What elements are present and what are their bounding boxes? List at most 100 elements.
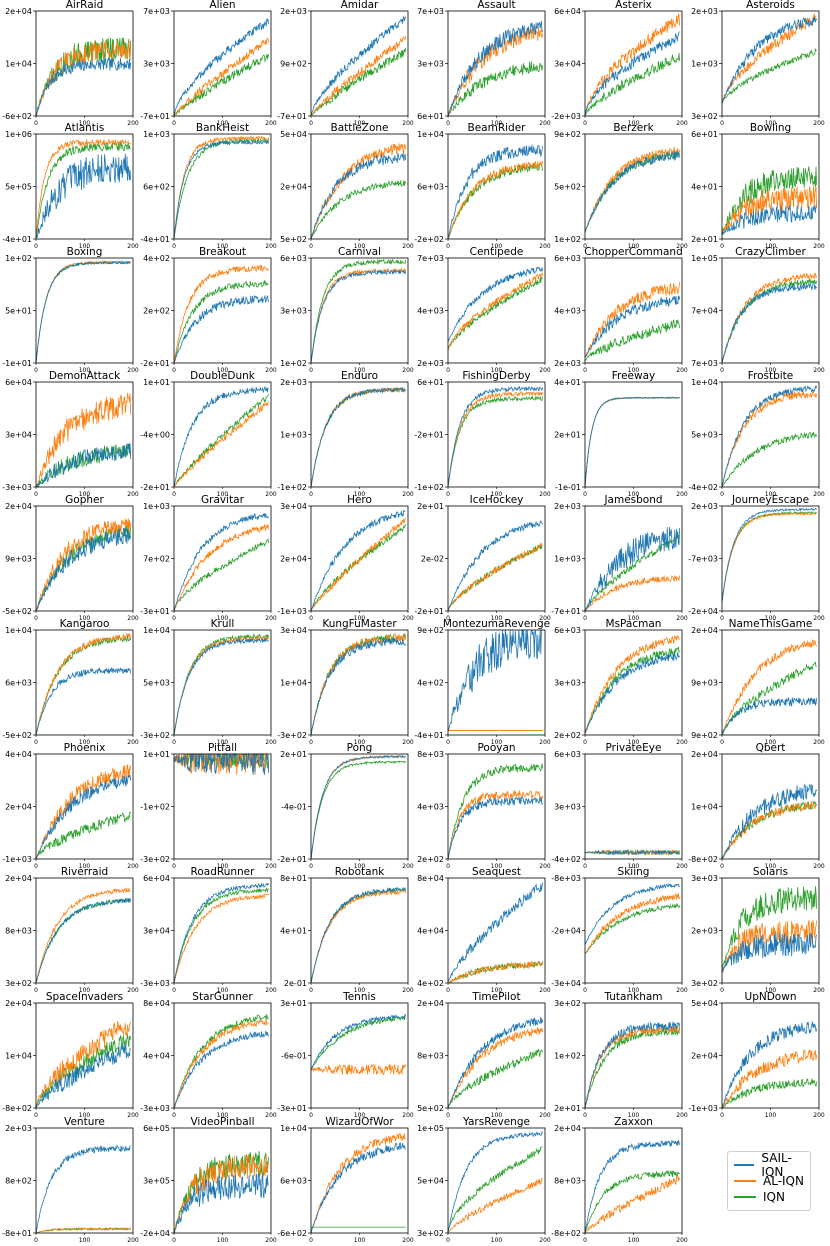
y-tick-label: -2e+01 [140, 483, 170, 492]
series-line-al [36, 392, 131, 487]
x-tick-label: 100 [79, 491, 91, 498]
x-tick-label: 100 [79, 987, 91, 994]
series-line-sail [310, 1013, 406, 1070]
y-tick-label: 2e+04 [280, 555, 307, 564]
legend-item-sail: SAIL-IQN [734, 1151, 810, 1179]
series-line-al [173, 1153, 269, 1234]
y-tick-label: -1e+02 [414, 483, 444, 492]
x-tick-label: 100 [491, 120, 503, 127]
series-line-iqn [447, 276, 543, 351]
series-line-al [310, 35, 406, 117]
x-tick-label: 200 [813, 491, 825, 498]
series-line-iqn [584, 396, 680, 488]
y-tick-label: 5e+02 [280, 235, 307, 244]
y-tick-label: 2e+01 [417, 502, 444, 511]
panel-title: Krull [211, 618, 235, 630]
series-line-al [173, 264, 269, 363]
x-tick-label: 0 [720, 615, 724, 622]
panel-title: Tennis [342, 991, 376, 1003]
series-line-sail [584, 849, 680, 856]
x-tick-label: 200 [676, 243, 688, 250]
x-tick-label: 0 [309, 243, 313, 250]
y-tick-label: 2e+03 [691, 502, 718, 511]
series-line-al [173, 893, 269, 983]
x-tick-label: 0 [446, 120, 450, 127]
panel-title: BankHeist [196, 122, 249, 134]
y-tick-label: -2e+04 [688, 607, 718, 616]
x-tick-label: 0 [720, 863, 724, 870]
x-tick-label: 100 [354, 615, 366, 622]
y-tick-label: 4e+02 [143, 254, 170, 263]
axes-frame [447, 1002, 546, 1109]
series-line-iqn [310, 760, 406, 859]
series-line-al [721, 639, 817, 736]
x-tick-label: 200 [676, 987, 688, 994]
y-tick-label: -3e+03 [2, 483, 32, 492]
y-tick-label: 5e+02 [554, 183, 581, 192]
y-tick-label: 6e+05 [143, 1124, 170, 1133]
panel-title: RoadRunner [191, 866, 256, 878]
x-tick-label: 0 [172, 367, 176, 374]
y-tick-label: 2e+04 [5, 999, 32, 1008]
y-tick-label: 4e+04 [5, 750, 32, 759]
x-tick-label: 0 [446, 1112, 450, 1119]
y-tick-label: 9e+02 [280, 60, 307, 69]
y-tick-label: 2e+03 [554, 359, 581, 368]
panel-title: Asterix [615, 0, 652, 11]
y-tick-label: -2e+01 [277, 855, 307, 864]
panel-upndown: UpNDown 5e+04 2e+04 -1e+030 100 200 [688, 991, 825, 1119]
x-tick-label: 100 [491, 367, 503, 374]
axes-frame [173, 505, 272, 612]
series-line-iqn [584, 1170, 680, 1234]
y-tick-label: -4e+01 [414, 731, 444, 740]
panel-title: DoubleDunk [190, 370, 256, 382]
y-tick-label: 2e+02 [417, 855, 444, 864]
panel-title: BeamRider [468, 122, 527, 134]
x-tick-label: 0 [34, 120, 38, 127]
series-line-iqn [173, 53, 269, 117]
panel-title: CrazyClimber [735, 246, 806, 258]
x-tick-label: 100 [491, 491, 503, 498]
axes-frame [584, 505, 683, 612]
x-tick-label: 200 [676, 739, 688, 746]
series-line-al [35, 763, 131, 859]
panel-title: Centipede [470, 246, 524, 258]
series-line-iqn [721, 48, 817, 104]
axes-frame [584, 133, 683, 240]
sail-line-swatch [734, 1164, 755, 1166]
y-tick-label: -8e+02 [2, 1104, 32, 1113]
y-tick-label: 3e+04 [554, 60, 581, 69]
x-tick-label: 100 [217, 367, 229, 374]
x-tick-label: 0 [446, 863, 450, 870]
x-tick-label: 200 [127, 987, 139, 994]
panel-title: Robotank [335, 866, 386, 878]
y-tick-label: 8e+01 [280, 874, 307, 883]
series-line-sail [584, 1139, 680, 1234]
panel-title: KungFuMaster [322, 618, 397, 630]
series-line-sail [173, 882, 269, 983]
y-tick-label: 8e+03 [417, 1052, 444, 1061]
x-tick-label: 0 [309, 120, 313, 127]
x-tick-label: 100 [628, 1112, 640, 1119]
y-tick-label: 1e+06 [5, 130, 32, 139]
x-tick-label: 100 [628, 243, 640, 250]
x-tick-label: 0 [583, 491, 587, 498]
series-line-iqn [721, 166, 817, 236]
panel-title: ChopperCommand [584, 246, 682, 258]
series-line-sail [584, 651, 680, 734]
y-tick-label: -3e+02 [140, 855, 170, 864]
y-tick-label: -2e+01 [140, 359, 170, 368]
series-line-sail [584, 1021, 680, 1109]
series-line-iqn [721, 279, 817, 363]
series-line-al [173, 1019, 269, 1109]
y-tick-label: 1e+04 [280, 1124, 307, 1133]
y-tick-label: -2e+01 [414, 607, 444, 616]
y-tick-label: 6e+01 [691, 130, 718, 139]
series-line-al [721, 13, 817, 104]
series-line-sail [447, 629, 543, 731]
x-tick-label: 100 [354, 367, 366, 374]
series-line-sail [447, 20, 543, 117]
